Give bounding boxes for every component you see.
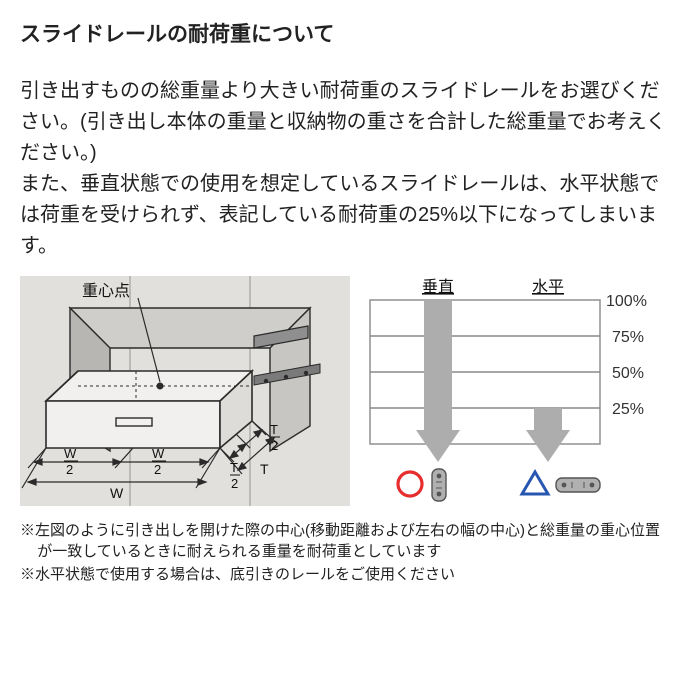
ok-circle-icon — [398, 472, 422, 496]
body-p1: 引き出すものの総重量より大きい耐荷重のスライドレールをお選びください。(引き出し… — [20, 80, 666, 164]
drawer-diagram: 重心点 W 2 W — [20, 276, 350, 506]
svg-text:W: W — [152, 446, 165, 461]
svg-text:2: 2 — [154, 462, 161, 477]
footnotes: ※左図のように引き出しを開けた際の中心(移動距離および左右の幅の中心)と総重量の… — [20, 520, 671, 585]
ylabel-50: 50% — [612, 365, 644, 382]
svg-text:T: T — [230, 460, 238, 475]
svg-text:W: W — [64, 446, 77, 461]
caution-triangle-icon — [522, 472, 548, 494]
svg-text:2: 2 — [271, 438, 278, 453]
chart-header-horizontal: 水平 — [532, 278, 564, 296]
dim-T: T — [260, 461, 269, 477]
footnote-2: ※水平状態で使用する場合は、底引きのレールをご使用ください — [20, 564, 671, 585]
dim-W: W — [110, 485, 124, 501]
svg-text:T: T — [270, 422, 278, 437]
figure-row: 重心点 W 2 W — [20, 276, 671, 506]
body-paragraphs: 引き出すものの総重量より大きい耐荷重のスライドレールをお選びください。(引き出し… — [20, 76, 671, 262]
load-chart: 垂直 水平 100% 75% 50% 25% — [350, 276, 671, 506]
chart-header-vertical: 垂直 — [422, 278, 454, 296]
ylabel-75: 75% — [612, 329, 644, 346]
footnote-1: ※左図のように引き出しを開けた際の中心(移動距離および左右の幅の中心)と総重量の… — [20, 520, 671, 562]
ylabel-100: 100% — [606, 293, 647, 310]
svg-text:2: 2 — [66, 462, 73, 477]
vertical-rail-icon — [432, 469, 446, 501]
body-p2: また、垂直状態での使用を想定しているスライドレールは、水平状態では荷重を受けられ… — [20, 173, 659, 257]
svg-text:2: 2 — [231, 476, 238, 491]
cog-label: 重心点 — [82, 282, 130, 300]
page-title: スライドレールの耐荷重について — [20, 18, 671, 48]
horizontal-rail-icon — [556, 478, 600, 492]
ylabel-25: 25% — [612, 401, 644, 418]
